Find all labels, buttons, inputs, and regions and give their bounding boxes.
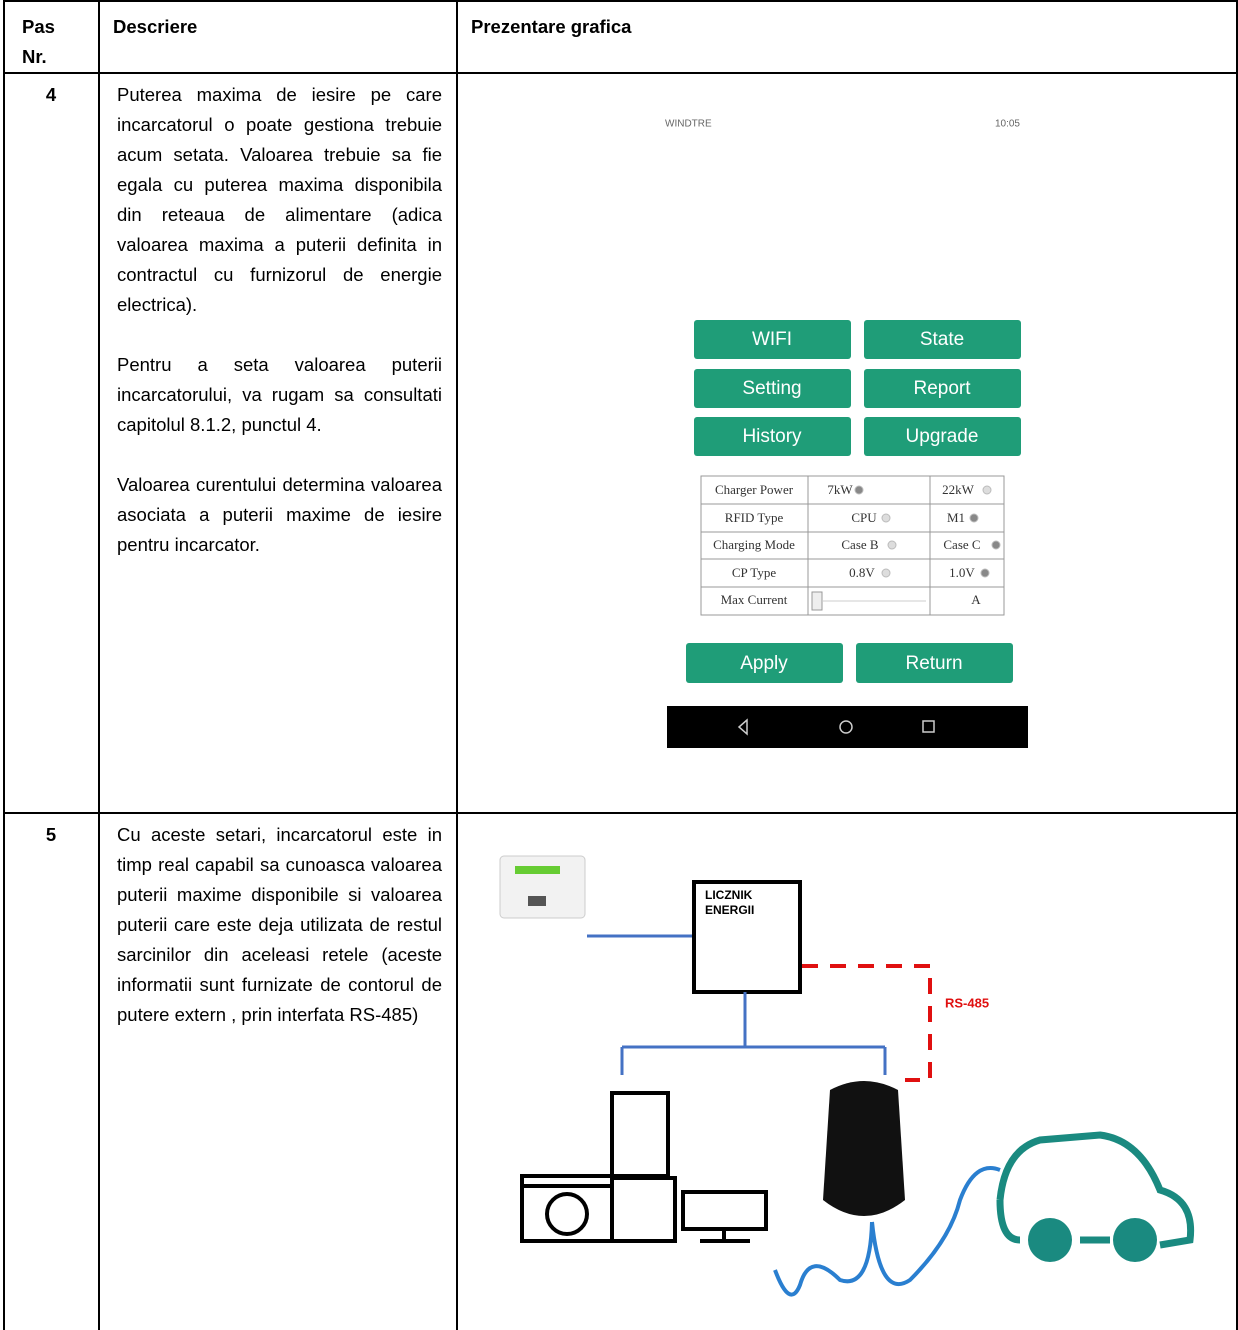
button[interactable] bbox=[864, 320, 1021, 359]
border bbox=[3, 812, 1238, 814]
meter-display bbox=[515, 866, 560, 874]
button-label: State bbox=[920, 329, 964, 350]
meter-label: LICZNIK bbox=[705, 888, 753, 902]
button[interactable] bbox=[864, 369, 1021, 408]
setting-label: Max Current bbox=[721, 592, 788, 607]
setting-option: 22kW bbox=[942, 482, 975, 497]
button[interactable] bbox=[694, 417, 851, 456]
meter-label: ENERGII bbox=[705, 903, 754, 917]
car-wheel bbox=[1113, 1218, 1157, 1262]
appliances bbox=[520, 1091, 768, 1243]
paragraph: Pentru a seta valoarea puterii incarcato… bbox=[117, 354, 442, 435]
meter-breaker bbox=[528, 896, 546, 906]
button[interactable] bbox=[686, 643, 843, 683]
link-label: RS-485 bbox=[945, 995, 989, 1010]
settings-table bbox=[700, 475, 1005, 616]
border bbox=[3, 0, 5, 1330]
setting-option: 7kW bbox=[827, 482, 853, 497]
paragraph: Cu aceste setari, incarcatorul este in t… bbox=[117, 824, 442, 1025]
step-number: 5 bbox=[45, 824, 57, 845]
car bbox=[996, 1131, 1195, 1249]
border bbox=[98, 0, 100, 1330]
button-label: Upgrade bbox=[906, 426, 979, 447]
border bbox=[3, 0, 1238, 2]
carrier: WINDTRE bbox=[665, 119, 712, 130]
description: Cu aceste setari, incarcatorul este in t… bbox=[99, 814, 456, 1060]
rs485-link bbox=[802, 964, 932, 1082]
wire bbox=[620, 992, 887, 1075]
description: Puterea maxima de iesire pe care incarca… bbox=[99, 74, 456, 590]
button-label: Apply bbox=[740, 653, 788, 674]
setting-label: CP Type bbox=[732, 565, 776, 580]
nav-home[interactable] bbox=[839, 720, 853, 734]
paragraph: Valoarea curentului determina valoarea a… bbox=[117, 474, 442, 555]
header-cell: Pas Nr. bbox=[22, 16, 55, 67]
setting-unit: A bbox=[971, 592, 981, 607]
setting-label: Charger Power bbox=[715, 482, 794, 497]
setting-option: M1 bbox=[947, 510, 965, 525]
nav-back[interactable] bbox=[737, 718, 748, 736]
setting-label: Charging Mode bbox=[713, 537, 795, 552]
header-cell: Descriere bbox=[113, 16, 198, 37]
button-label: Report bbox=[913, 378, 971, 399]
border bbox=[1236, 0, 1238, 1330]
step-number: 4 bbox=[45, 84, 57, 105]
cable bbox=[773, 1166, 1001, 1297]
button[interactable] bbox=[856, 643, 1013, 683]
paragraph: Puterea maxima de iesire pe care incarca… bbox=[117, 84, 442, 315]
setting-option: 0.8V bbox=[849, 565, 875, 580]
button-label: History bbox=[742, 426, 802, 447]
border bbox=[456, 0, 458, 1330]
button[interactable] bbox=[694, 369, 851, 408]
buttons bbox=[686, 320, 1021, 683]
clock: 10:05 bbox=[995, 119, 1020, 130]
diagram: LICZNIK ENERGII RS-485 bbox=[499, 855, 1195, 1297]
car-wheel bbox=[1028, 1218, 1072, 1262]
radio bbox=[854, 485, 1001, 578]
button[interactable] bbox=[694, 320, 851, 359]
energy-meter-box bbox=[692, 880, 802, 994]
button-label: Return bbox=[905, 653, 962, 674]
phone-screenshot: WINDTRE 10:05 WIFI State Setting Report … bbox=[665, 110, 1028, 748]
button-label: Setting bbox=[742, 378, 801, 399]
setting-option: 1.0V bbox=[949, 565, 975, 580]
button[interactable] bbox=[864, 417, 1021, 456]
button-label: WIFI bbox=[752, 329, 792, 350]
setting-option: CPU bbox=[851, 510, 877, 525]
border bbox=[3, 72, 1238, 74]
setting-label: RFID Type bbox=[725, 510, 784, 525]
nav-recent[interactable] bbox=[922, 720, 935, 733]
charger bbox=[823, 1081, 905, 1216]
setting-option: Case C bbox=[943, 537, 980, 552]
header-cell: Prezentare grafica bbox=[471, 16, 632, 37]
nav-bar bbox=[667, 706, 1028, 748]
setting-option: Case B bbox=[841, 537, 879, 552]
meter-device bbox=[499, 855, 586, 919]
